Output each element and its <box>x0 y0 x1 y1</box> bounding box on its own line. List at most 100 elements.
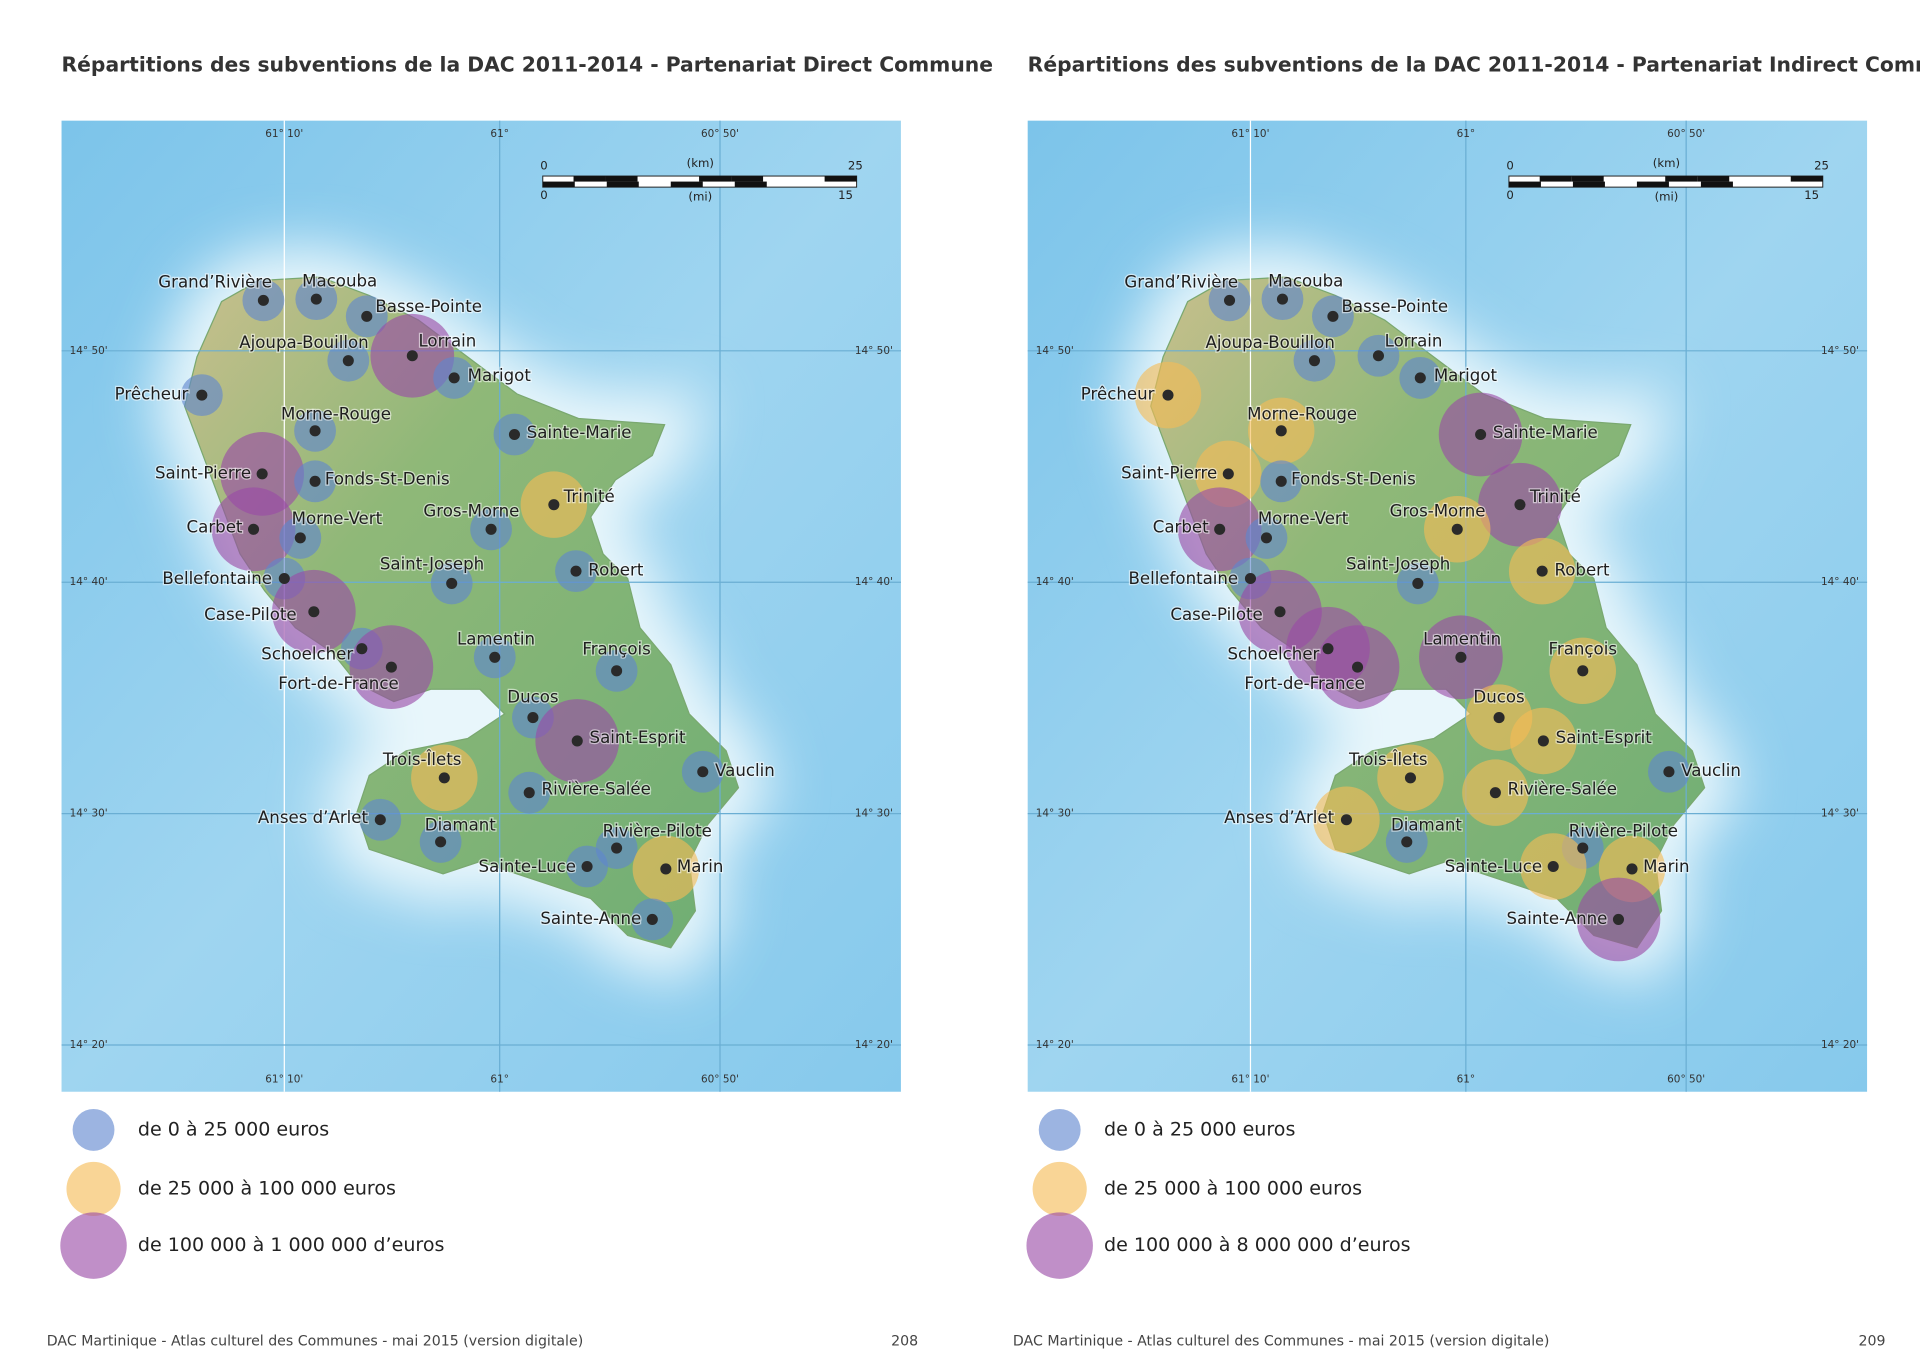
commune-label: Trois-Îlets <box>382 750 462 769</box>
scale-seg <box>731 176 764 182</box>
page-number: 208 <box>891 1334 918 1350</box>
footer: DAC Martinique - Atlas culturel des Comm… <box>1013 1334 1549 1350</box>
commune-label: Marin <box>1643 857 1689 876</box>
commune-label: Grand’Rivière <box>1124 273 1238 292</box>
scale-bar: 0 (km) 25 0 (mi) 15 <box>540 156 863 203</box>
commune-dot <box>570 565 582 577</box>
scale-label: 15 <box>838 188 853 202</box>
legend-label: de 25 000 à 100 000 euros <box>138 1177 396 1199</box>
commune-dot <box>361 310 373 322</box>
commune-dot <box>1352 661 1364 673</box>
commune-label: Fonds-St-Denis <box>1291 470 1416 489</box>
commune-dot <box>1537 735 1549 747</box>
latitude-label: 14° 40' <box>1036 576 1074 588</box>
commune-label: Sainte-Marie <box>527 423 632 442</box>
commune-label: François <box>1549 639 1617 658</box>
commune-label: Gros-Morne <box>1390 502 1486 521</box>
commune-dot <box>1577 842 1589 854</box>
page-left: Répartitions des subventions de la DAC 2… <box>47 52 993 1349</box>
commune-label: Fort-de-France <box>278 674 398 693</box>
commune-label: Basse-Pointe <box>375 297 482 316</box>
commune-label: Lorrain <box>418 332 476 351</box>
commune-label: Saint-Pierre <box>1121 463 1217 482</box>
commune-label: Gros-Morne <box>423 502 519 521</box>
commune-label: Grand’Rivière <box>158 273 272 292</box>
scale-seg <box>1571 176 1604 182</box>
commune-dot <box>1372 350 1384 362</box>
commune-label: Lorrain <box>1385 332 1443 351</box>
commune-dot <box>438 772 450 784</box>
legend-swatch <box>60 1212 127 1279</box>
commune-dot <box>1244 572 1256 585</box>
commune-label: Sainte-Marie <box>1493 423 1598 442</box>
longitude-label: 61° <box>1457 128 1476 140</box>
scale-seg <box>1572 181 1605 188</box>
commune-dot <box>1493 712 1505 724</box>
longitude-label: 61° <box>490 1073 509 1085</box>
commune-label: Fonds-St-Denis <box>325 470 450 489</box>
scale-seg <box>542 181 575 188</box>
scale-label: 25 <box>1814 159 1829 173</box>
commune-label: Saint-Pierre <box>155 463 251 482</box>
commune-label: Lamentin <box>457 630 535 649</box>
commune-dot <box>485 523 497 535</box>
latitude-label: 14° 40' <box>70 576 108 588</box>
commune-label: Fort-de-France <box>1244 674 1364 693</box>
commune-label: Saint-Esprit <box>1556 728 1653 747</box>
scale-seg <box>1790 176 1823 182</box>
latitude-label: 14° 30' <box>1036 808 1074 820</box>
legend-swatch <box>1038 1108 1081 1151</box>
longitude-label: 60° 50' <box>701 128 739 140</box>
commune-dot <box>374 814 386 826</box>
scale-seg <box>1636 181 1669 188</box>
commune-dot <box>1275 475 1287 487</box>
scale-label: 0 <box>540 188 547 202</box>
latitude-label: 14° 20' <box>855 1039 893 1051</box>
commune-dot <box>257 294 269 306</box>
commune-dot <box>1322 643 1334 655</box>
page-title: Répartitions des subventions de la DAC 2… <box>1028 52 1920 76</box>
commune-dot <box>548 499 560 511</box>
scale-label: 15 <box>1804 188 1819 202</box>
commune-label: Rivière-Pilote <box>603 822 712 841</box>
legend-label: de 25 000 à 100 000 euros <box>1104 1177 1362 1199</box>
latitude-label: 14° 30' <box>70 808 108 820</box>
commune-label: Carbet <box>187 518 243 537</box>
commune-dot <box>1626 863 1638 875</box>
commune-label: Sainte-Anne <box>540 909 641 928</box>
commune-dot <box>1162 389 1174 401</box>
commune-label: Robert <box>1554 561 1610 580</box>
commune-dot <box>1224 294 1236 306</box>
commune-label: Sainte-Luce <box>1445 857 1542 876</box>
commune-dot <box>310 293 322 305</box>
commune-dot <box>1327 310 1339 322</box>
commune-dot <box>278 572 290 585</box>
longitude-label: 61° <box>490 128 509 140</box>
commune-label: Prêcheur <box>1081 385 1155 404</box>
longitude-label: 61° 10' <box>265 128 303 140</box>
commune-label: Sainte-Luce <box>479 857 576 876</box>
map: 61° 10' 61° 10' 61° 61° 60° 50' 60° 50' 14° 50… <box>61 120 901 1092</box>
commune-label: Ducos <box>507 687 558 706</box>
latitude-label: 14° 20' <box>1036 1039 1074 1051</box>
commune-dot <box>489 651 501 663</box>
commune-dot <box>611 665 623 677</box>
scale-seg <box>1700 181 1733 188</box>
scale-label: (mi) <box>688 189 712 203</box>
scale-label: (km) <box>687 156 714 170</box>
commune-dot <box>1514 499 1526 511</box>
scale-seg <box>605 176 638 182</box>
commune-label: Ducos <box>1473 687 1524 706</box>
scale-seg <box>734 181 767 188</box>
commune-label: Marin <box>677 857 723 876</box>
commune-dot <box>1276 293 1288 305</box>
latitude-label: 14° 20' <box>70 1039 108 1051</box>
commune-dot <box>308 606 320 618</box>
map: 61° 10' 61° 10' 61° 61° 60° 50' 60° 50' 14° 50… <box>1027 120 1868 1092</box>
commune-dot <box>1475 428 1487 441</box>
scale-label: 0 <box>540 159 547 173</box>
commune-dot <box>448 372 460 384</box>
commune-dot <box>1547 860 1559 873</box>
commune-label: Trinité <box>1529 487 1581 506</box>
